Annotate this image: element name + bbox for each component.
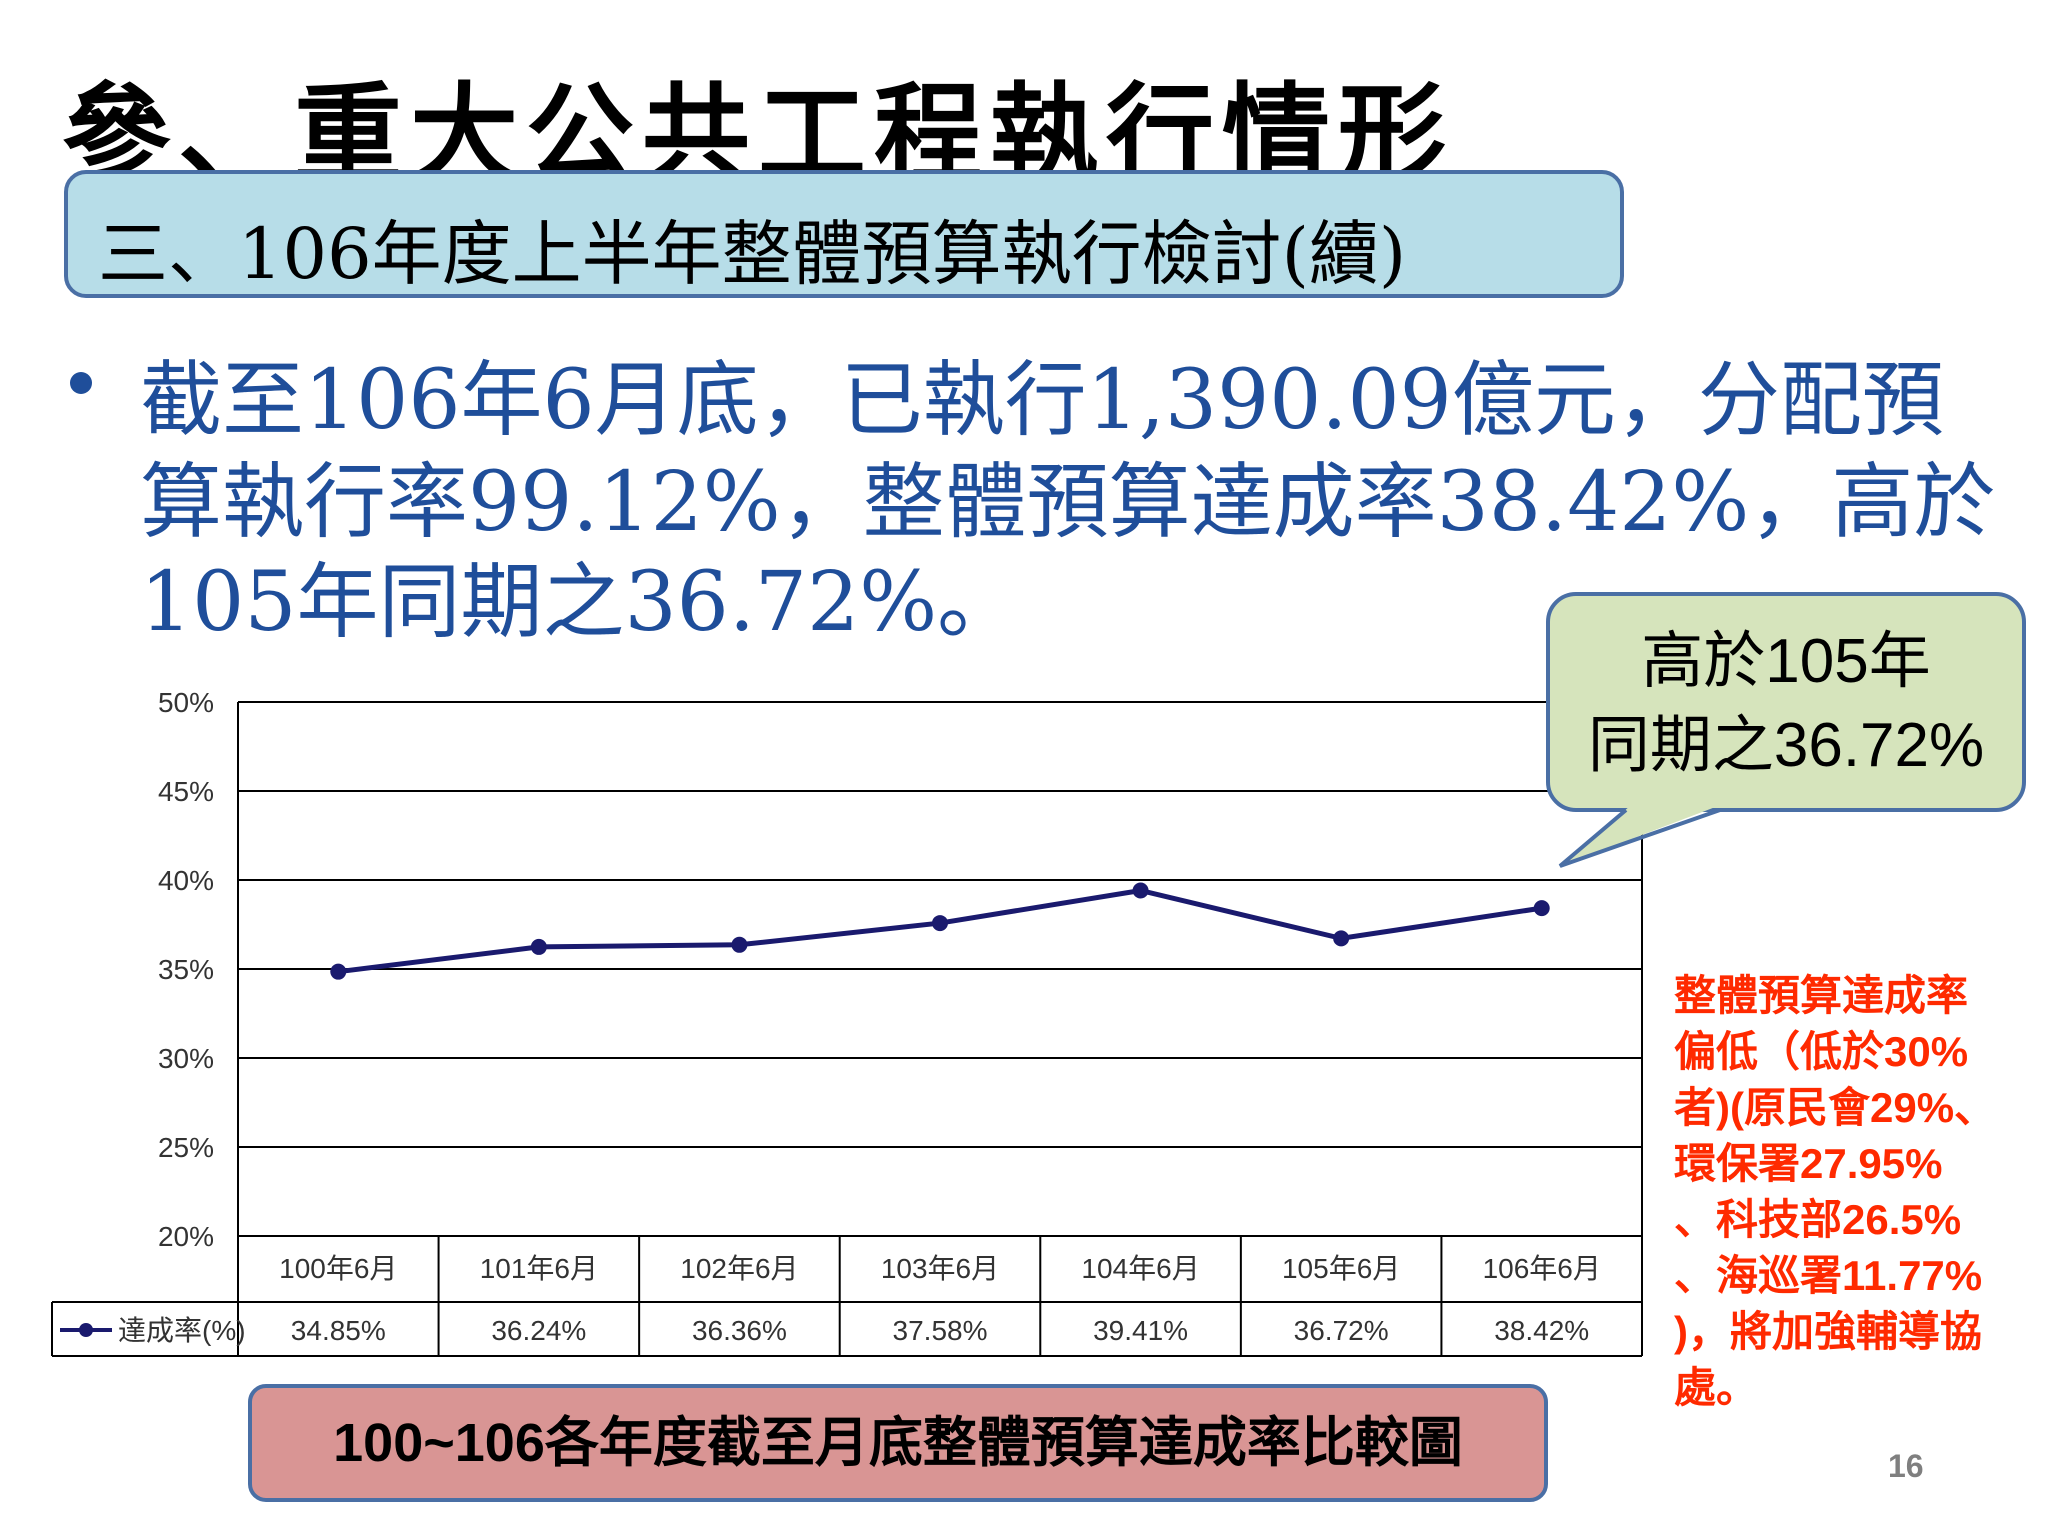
note-line: 、海巡署11.77% [1674,1252,1983,1299]
callout-bubble: 高於105年 同期之36.72% [1546,592,2026,812]
data-table-value: 36.72% [1294,1315,1389,1346]
bullet-line-2: 算執行率99.12%，整體預算達成率38.42%，高於 [140,455,1996,550]
x-category-label: 104年6月 [1081,1253,1199,1284]
x-category-label: 100年6月 [279,1253,397,1284]
x-category-label: 103年6月 [881,1253,999,1284]
data-point [731,936,748,953]
data-point [530,938,547,955]
note-line: 整體預算達成率 [1674,972,1969,1019]
note-line: )，將加強輔導協 [1674,1308,1982,1355]
bullet-line-3: 105年同期之36.72%。 [140,555,1020,650]
x-category-label: 106年6月 [1483,1253,1601,1284]
data-table-value: 37.58% [893,1315,988,1346]
y-tick-label: 25% [158,1132,214,1163]
note-line: 、科技部26.5% [1674,1196,1962,1243]
y-tick-label: 50% [158,687,214,718]
callout-line-2: 同期之36.72% [1587,711,1985,780]
data-point [1333,930,1350,947]
data-point [1132,882,1149,899]
note-text: 整體預算達成率 偏低（低於30% 者)(原民會29%、 環保署27.95% 、科… [1674,968,2024,1416]
page-number: 16 [1888,1448,1924,1484]
data-table-value: 36.36% [692,1315,787,1346]
x-category-label: 105年6月 [1282,1253,1400,1284]
data-table-value: 36.24% [491,1315,586,1346]
data-point [330,963,347,980]
data-table-value: 39.41% [1093,1315,1188,1346]
note-line: 偏低（低於30% [1674,1028,1969,1075]
y-tick-label: 40% [158,865,214,896]
data-table-value: 34.85% [291,1315,386,1346]
bullet-line-1: 截至106年6月底，已執行1,390.09億元，分配預 [140,353,1944,448]
bullet-icon [70,372,92,394]
subtitle-box: 三、106年度上半年整體預算執行檢討(續) [64,170,1624,298]
y-tick-label: 45% [158,776,214,807]
data-table-value: 38.42% [1494,1315,1589,1346]
caption-box: 100~106各年度截至月底整體預算達成率比較圖 [248,1384,1548,1502]
callout-line-1: 高於105年 [1641,627,1931,696]
subtitle-text: 三、106年度上半年整體預算執行檢討(續) [98,213,1407,295]
data-point [932,915,948,932]
note-line: 環保署27.95% [1674,1140,1943,1187]
legend-label: 達成率(%) [118,1315,246,1346]
note-line: 處。 [1674,1364,1759,1411]
x-category-label: 102年6月 [680,1253,798,1284]
y-tick-label: 20% [158,1221,214,1252]
series-line [337,887,1543,975]
x-category-label: 101年6月 [480,1253,598,1284]
data-point [1533,900,1550,917]
y-tick-label: 30% [158,1043,214,1074]
legend-marker [79,1323,93,1337]
y-tick-label: 35% [158,954,214,985]
note-line: 者)(原民會29%、 [1674,1084,1997,1131]
